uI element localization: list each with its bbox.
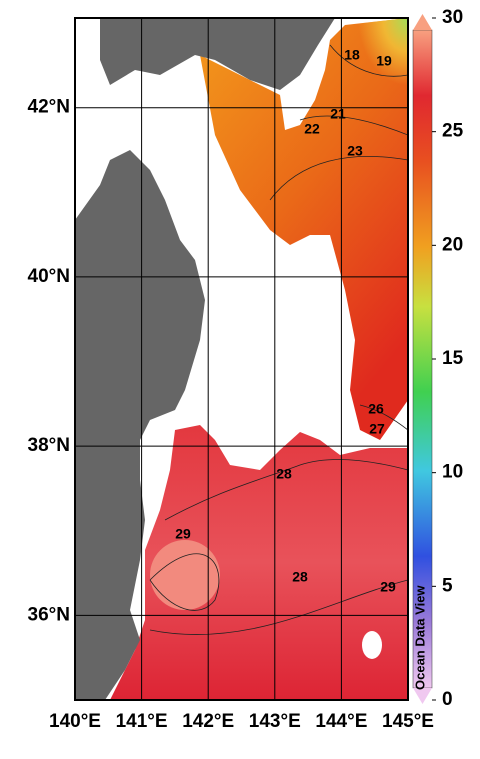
colorbar-tick-label: 30 bbox=[442, 7, 463, 28]
x-tick-label: 144°E bbox=[315, 711, 367, 732]
watermark: Ocean Data View bbox=[412, 585, 427, 690]
colorbar-tick-label: 20 bbox=[442, 234, 463, 255]
colorbar-tick-label: 15 bbox=[442, 348, 464, 369]
y-tick-label: 38°N bbox=[28, 435, 70, 456]
y-tick-label: 42°N bbox=[28, 97, 70, 118]
map-area bbox=[75, 18, 408, 700]
contour-label: 27 bbox=[369, 421, 385, 437]
colorbar-min-arrow bbox=[413, 688, 432, 704]
colorbar-tick-label: 0 bbox=[442, 689, 453, 710]
y-tick-label: 36°N bbox=[28, 604, 70, 625]
colorbar-tick-label: 10 bbox=[442, 462, 463, 483]
contour-label: 19 bbox=[376, 53, 392, 69]
x-tick-label: 143°E bbox=[249, 711, 301, 732]
contour-label: 22 bbox=[304, 121, 320, 137]
ocean-field-south bbox=[110, 425, 408, 700]
y-tick-label: 40°N bbox=[28, 266, 70, 287]
land bbox=[100, 18, 335, 90]
contour-label: 28 bbox=[292, 569, 308, 585]
x-tick-label: 142°E bbox=[182, 711, 234, 732]
ocean-field-north bbox=[200, 18, 408, 440]
contour-label: 29 bbox=[175, 526, 191, 542]
ocean-field-north-corner bbox=[325, 18, 408, 130]
x-tick-label: 145°E bbox=[382, 711, 434, 732]
colorbar-tick-label: 25 bbox=[442, 121, 464, 142]
no-data bbox=[362, 631, 382, 659]
contour-label: 28 bbox=[276, 466, 292, 482]
contour-label: 18 bbox=[344, 47, 360, 63]
land bbox=[75, 150, 205, 700]
warm-core bbox=[150, 540, 220, 610]
contour-label: 21 bbox=[330, 106, 346, 122]
x-tick-label: 140°E bbox=[49, 711, 101, 732]
colorbar-max-arrow bbox=[413, 14, 432, 30]
contour-label: 26 bbox=[368, 401, 384, 417]
contour-label: 29 bbox=[380, 579, 396, 595]
x-tick-label: 141°E bbox=[116, 711, 168, 732]
contour-label: 23 bbox=[347, 143, 363, 159]
colorbar-tick-label: 5 bbox=[442, 575, 453, 596]
frame bbox=[74, 17, 409, 701]
